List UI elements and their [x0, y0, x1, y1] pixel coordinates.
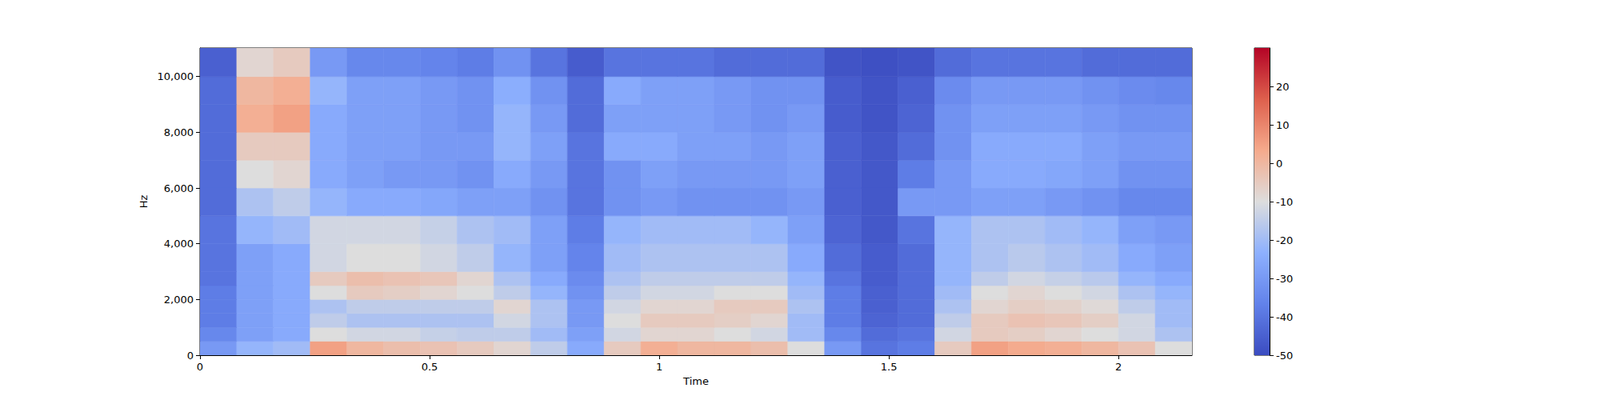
svg-text:Hz: Hz — [137, 195, 150, 209]
svg-text:Time: Time — [682, 375, 709, 388]
svg-text:0: 0 — [1276, 157, 1283, 170]
svg-text:1: 1 — [656, 360, 663, 373]
svg-text:0: 0 — [196, 360, 204, 373]
svg-text:10,000: 10,000 — [157, 70, 195, 83]
svg-text:6,000: 6,000 — [164, 182, 194, 195]
svg-text:10: 10 — [1276, 119, 1290, 132]
svg-text:20: 20 — [1276, 80, 1290, 93]
svg-text:4,000: 4,000 — [164, 237, 194, 250]
svg-text:-30: -30 — [1276, 272, 1293, 285]
svg-text:2: 2 — [1115, 360, 1122, 373]
svg-text:1.5: 1.5 — [880, 360, 898, 373]
svg-text:-40: -40 — [1276, 311, 1293, 324]
svg-text:0: 0 — [187, 349, 194, 362]
svg-text:-10: -10 — [1276, 196, 1293, 208]
svg-text:0.5: 0.5 — [421, 360, 439, 373]
svg-text:-50: -50 — [1276, 349, 1293, 362]
svg-text:8,000: 8,000 — [164, 126, 194, 139]
svg-text:-20: -20 — [1276, 234, 1293, 247]
svg-text:2,000: 2,000 — [164, 293, 194, 306]
